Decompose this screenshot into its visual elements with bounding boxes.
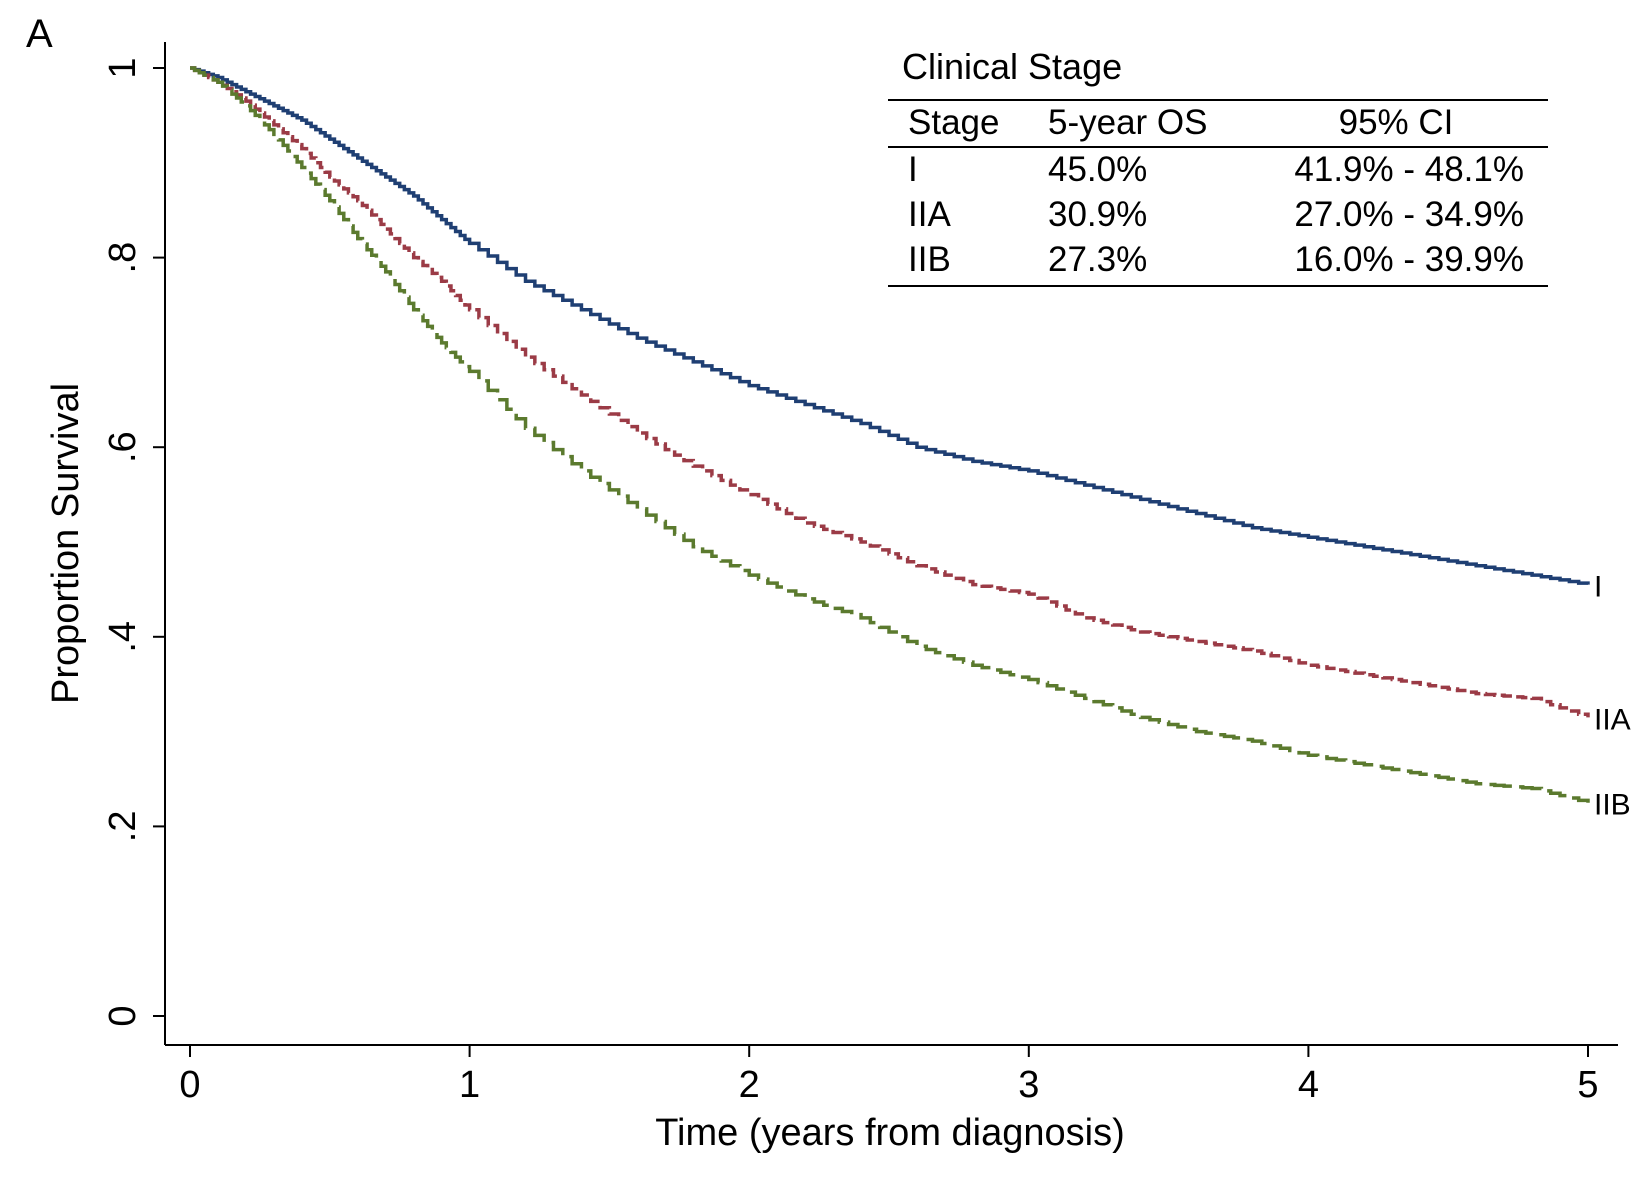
series-I-line: [190, 66, 1590, 585]
legend-title: Clinical Stage: [902, 46, 1123, 87]
legend-rule-bottom: [888, 285, 1548, 287]
legend-row-os: 45.0%: [1048, 150, 1148, 189]
x-tick-label: 2: [739, 1064, 760, 1106]
legend-row-stage: I: [908, 150, 918, 189]
series-end-label: I: [1594, 571, 1602, 604]
y-tick-label: 0: [102, 1005, 144, 1026]
panel-letter: A: [26, 12, 53, 56]
legend-row-ci: 16.0% - 39.9%: [1294, 240, 1524, 279]
legend-row-stage: IIA: [908, 195, 951, 234]
legend-rule-top: [888, 99, 1548, 101]
legend-row-os: 27.3%: [1048, 240, 1148, 279]
series-IIA-line: [190, 66, 1590, 718]
y-tick-label: .8: [102, 242, 144, 274]
series-IIB-line: [190, 66, 1590, 803]
series-end-label: IIA: [1594, 703, 1631, 736]
legend-rule-header: [888, 146, 1548, 148]
y-tick-label: .4: [102, 621, 144, 653]
x-axis-title: Time (years from diagnosis): [655, 1112, 1125, 1154]
x-tick-label: 0: [179, 1064, 200, 1106]
legend-row-os: 30.9%: [1048, 195, 1148, 234]
y-axis-title: Proportion Survival: [45, 383, 87, 704]
y-tick-label: 1: [102, 57, 144, 78]
x-tick-label: 3: [1018, 1064, 1039, 1106]
y-tick-label: .2: [102, 811, 144, 843]
x-tick-label: 1: [459, 1064, 480, 1106]
series-end-label: IIB: [1594, 789, 1631, 822]
legend-row-ci: 27.0% - 34.9%: [1294, 195, 1524, 234]
label-layer: I IIA IIB: [1594, 571, 1631, 822]
series-layer: [190, 66, 1590, 803]
x-tick-label: 5: [1577, 1064, 1598, 1106]
axes-layer: 0 .2 .4 .6 .8 1 0 1 2 3 4 5 Time (years from diagnos…: [45, 42, 1618, 1154]
legend-row-stage: IIB: [908, 240, 951, 279]
y-tick-label: .6: [102, 431, 144, 463]
x-tick-label: 4: [1298, 1064, 1319, 1106]
legend-row-ci: 41.9% - 48.1%: [1294, 150, 1524, 189]
legend-header-stage: Stage: [908, 103, 1000, 142]
legend-header-os: 5-year OS: [1048, 103, 1208, 142]
legend-header-ci: 95% CI: [1338, 103, 1454, 142]
